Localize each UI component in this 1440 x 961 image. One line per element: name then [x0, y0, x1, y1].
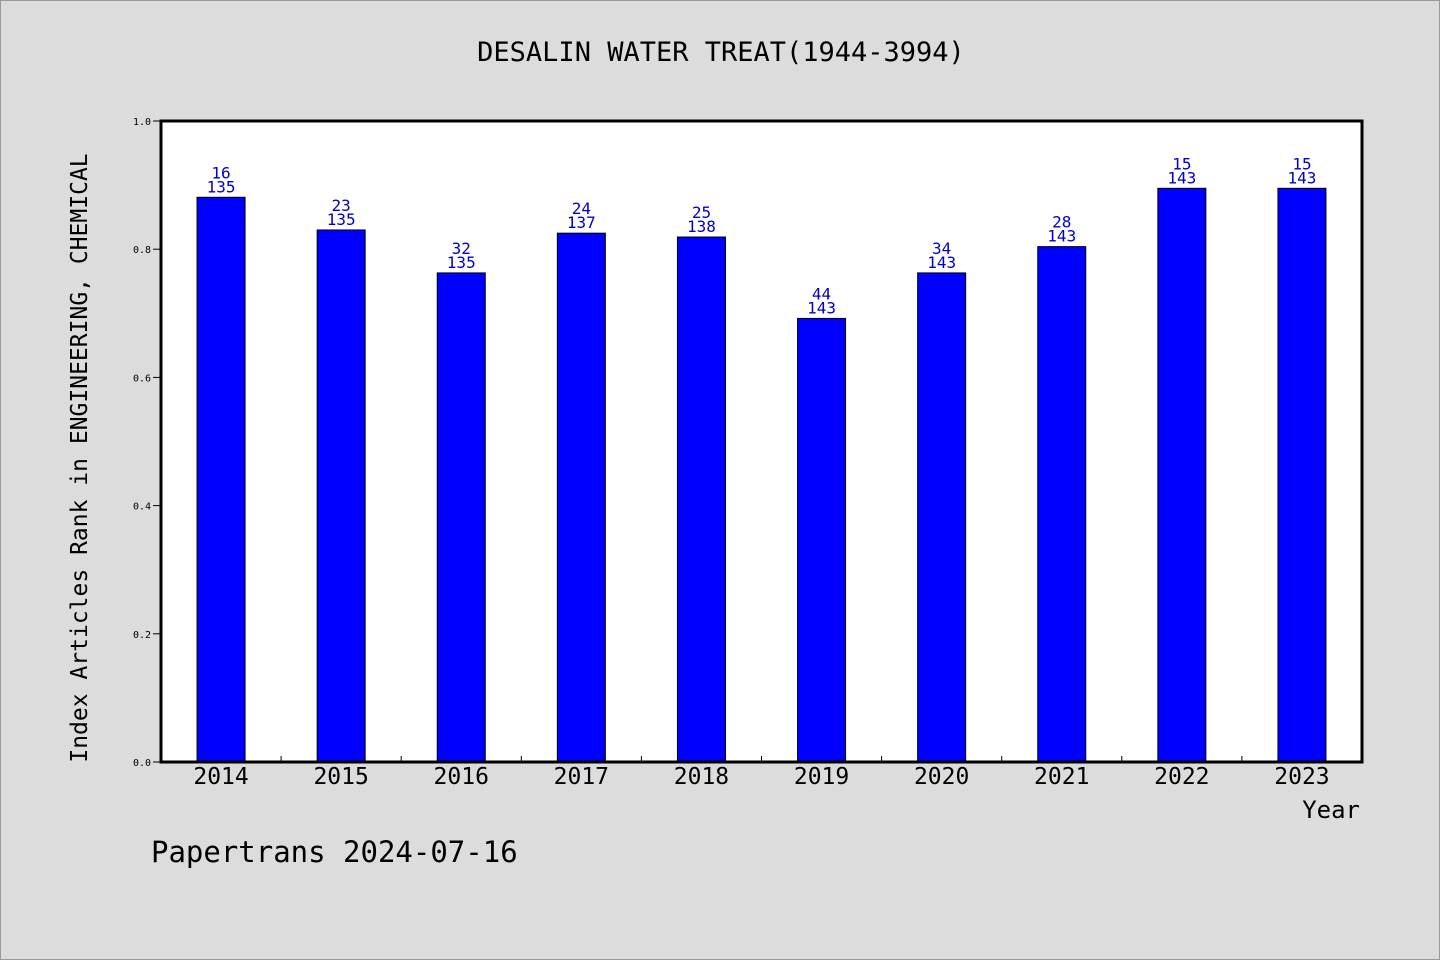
x-axis-title: Year: [1302, 796, 1360, 824]
bar-total-label: 137: [567, 213, 596, 232]
bar-total-label: 143: [1047, 227, 1076, 246]
x-tick-label: 2023: [1274, 764, 1329, 790]
bar-rank-label: 32: [452, 239, 471, 258]
bar-total-label: 135: [447, 253, 476, 272]
bar-rank-label: 23: [332, 196, 351, 215]
y-tick-label: 0.6: [133, 373, 151, 384]
y-tick-label: 0.2: [133, 630, 151, 641]
bar-total-label: 138: [687, 217, 716, 236]
bar-rank-label: 44: [812, 284, 831, 303]
bar-rank-label: 34: [932, 239, 951, 258]
bar-rank-label: 28: [1052, 213, 1071, 232]
y-tick-label: 0.4: [133, 502, 151, 513]
x-tick-label: 2019: [794, 764, 849, 790]
x-tick-label: 2014: [193, 764, 248, 790]
x-tick-label: 2022: [1154, 764, 1209, 790]
x-tick-label: 2016: [434, 764, 489, 790]
plot-frame: [159, 119, 1364, 764]
chart-title: DESALIN WATER TREAT(1944-3994): [477, 37, 965, 68]
y-tick-label: 1.0: [133, 117, 151, 128]
bar-rank-label: 25: [692, 203, 711, 222]
x-tick-label: 2020: [914, 764, 969, 790]
x-tick-label: 2021: [1034, 764, 1089, 790]
bar: [1277, 187, 1327, 763]
bar-rank-label: 24: [572, 199, 591, 218]
bar-total-label: 135: [207, 177, 236, 196]
bar: [316, 229, 366, 763]
bar: [1157, 187, 1207, 763]
bar: [436, 272, 486, 763]
bar-rank-label: 15: [1172, 154, 1191, 173]
y-tick-label: 0.0: [133, 758, 151, 769]
bar-total-label: 143: [927, 253, 956, 272]
bar-total-label: 143: [1287, 168, 1316, 187]
bar: [797, 317, 847, 763]
bar: [917, 272, 967, 763]
bar: [1037, 246, 1087, 763]
footer-text: Papertrans 2024-07-16: [151, 835, 518, 869]
bar: [556, 232, 606, 763]
bar-rank-label: 15: [1292, 154, 1311, 173]
bar-total-label: 143: [1167, 168, 1196, 187]
x-tick-label: 2018: [674, 764, 729, 790]
x-tick-label: 2017: [554, 764, 609, 790]
bar: [676, 236, 726, 763]
bar-total-label: 135: [327, 210, 356, 229]
y-axis-title: Index Articles Rank in ENGINEERING, CHEM…: [67, 153, 93, 762]
bar: [196, 196, 246, 763]
y-tick-label: 0.8: [133, 245, 151, 256]
bar-total-label: 143: [807, 298, 836, 317]
bar-rank-label: 16: [211, 163, 230, 182]
x-tick-label: 2015: [313, 764, 368, 790]
